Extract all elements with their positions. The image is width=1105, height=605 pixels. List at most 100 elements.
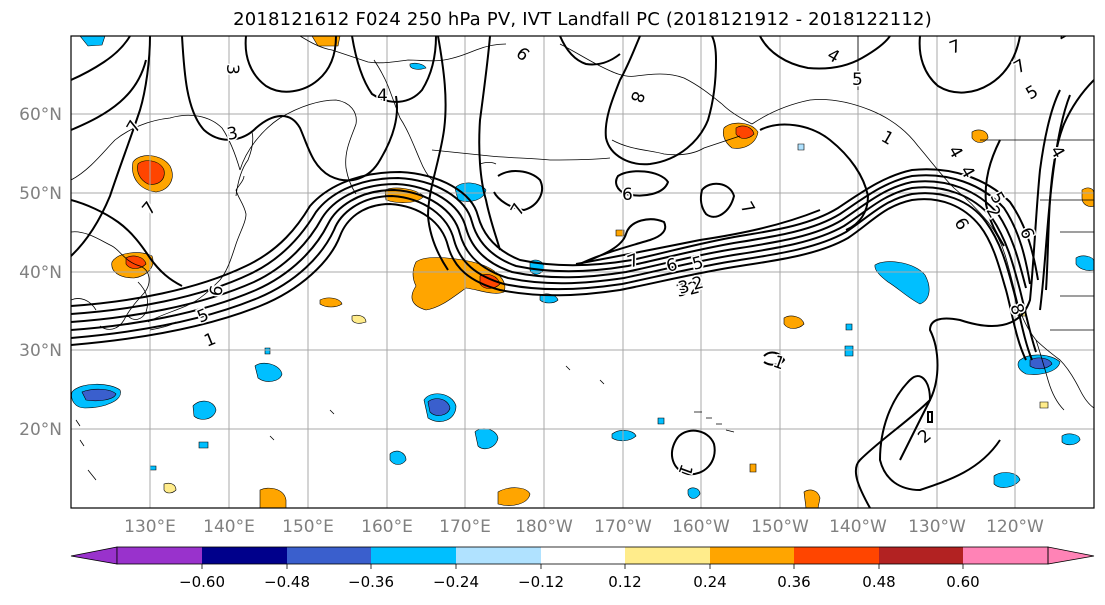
contour-jet-1	[71, 198, 1027, 361]
patch-neg	[611, 430, 637, 442]
pv-anomaly-patches	[71, 36, 1094, 508]
colorbar-swatch	[371, 547, 457, 564]
contour-trough-deep	[927, 411, 933, 423]
patch-neg	[79, 36, 106, 47]
contour-jet-3	[71, 186, 1037, 353]
coast-siberia	[299, 36, 507, 64]
colorbar-tick-label: −0.48	[264, 573, 310, 591]
lat-label: 60°N	[19, 105, 62, 125]
colorbar-extend-high	[1047, 546, 1095, 565]
longitude-labels: 130°E 140°E 150°E 160°E 170°E 180°W 170°…	[124, 517, 1044, 537]
patch-pos	[311, 36, 341, 47]
patch-neg	[427, 398, 451, 416]
colorbar-ticks	[201, 564, 964, 569]
lon-label: 160°E	[361, 517, 413, 537]
colorbar-tick-labels: −0.60 −0.48 −0.36 −0.24 −0.12 0.12 0.24 …	[179, 573, 980, 591]
islands-hawaii	[694, 411, 735, 433]
contour-north-3	[244, 36, 337, 93]
map-title: 2018121612 F024 250 hPa PV, IVT Landfall…	[233, 9, 932, 30]
colorbar-tick-label: −0.12	[518, 573, 564, 591]
contour-north-8	[604, 36, 718, 166]
colorbar-tick-label: 0.36	[777, 573, 810, 591]
contour-north-2	[181, 36, 398, 182]
colorbar-tick-label: 0.48	[862, 573, 895, 591]
colorbar-tick-label: 0.24	[693, 573, 726, 591]
contour-west-2	[71, 59, 147, 131]
contour-closed-3	[699, 182, 736, 218]
patch-pos	[163, 482, 177, 494]
contour-north-6	[478, 36, 501, 251]
contour-north-9	[759, 36, 891, 70]
coast-baja	[1035, 339, 1065, 411]
patch-pos	[615, 229, 625, 237]
contour-jet-6	[71, 168, 1039, 307]
coast-aleutians	[431, 149, 611, 165]
patch-neg	[264, 347, 271, 355]
contour-north-1	[71, 36, 151, 257]
contour-closed-low	[671, 429, 716, 476]
patch-pos	[259, 487, 287, 508]
contour-label: 4	[377, 86, 388, 106]
patch-pos	[971, 129, 989, 143]
contour-west-3	[71, 199, 183, 287]
colorbar-tick-label: 0.60	[946, 573, 979, 591]
contour-labels: 1 2 3 4 5 6 7 8 1 2 3 4 5 6 7 6 7 6 5 3 …	[122, 36, 1074, 480]
colorbar-tick-label: −0.36	[348, 573, 394, 591]
contour-north-5	[426, 36, 449, 271]
patch-neg	[797, 143, 805, 151]
colorbar-swatch	[794, 547, 880, 564]
contour-jet-5	[71, 174, 1031, 315]
colorbar-tick-label: 0.12	[608, 573, 641, 591]
contour-jet-2	[71, 192, 1033, 361]
contour-northeast	[984, 139, 1005, 247]
colorbar-swatch	[625, 547, 711, 564]
patch-neg	[844, 345, 854, 357]
lon-label: 130°E	[124, 517, 176, 537]
patch-neg	[198, 441, 209, 449]
patch-pos	[125, 255, 147, 269]
lon-label: 180°W	[515, 517, 573, 537]
patch-pos	[749, 463, 757, 473]
patch-neg	[389, 450, 407, 465]
colorbar: −0.60 −0.48 −0.36 −0.24 −0.12 0.12 0.24 …	[70, 546, 1095, 591]
contour-west-1	[71, 36, 131, 81]
lon-label: 170°W	[594, 517, 652, 537]
colorbar-swatch	[710, 547, 795, 564]
pv-contours	[71, 36, 1094, 508]
patch-neg	[1061, 433, 1081, 446]
patch-pos	[1039, 401, 1049, 409]
contour-label: 3	[225, 123, 239, 145]
contour-north-4	[351, 36, 437, 103]
lat-label: 50°N	[19, 184, 62, 204]
contour-east-ridge	[1045, 79, 1094, 291]
colorbar-swatch	[202, 547, 287, 564]
coast-sakhalin	[235, 131, 254, 197]
contour-gulf-low	[759, 123, 870, 231]
patch-neg	[845, 323, 853, 331]
patch-pos	[497, 487, 531, 506]
lon-label: 140°E	[203, 517, 255, 537]
contour-label: 6	[206, 284, 228, 298]
patch-neg	[687, 487, 701, 499]
lat-label: 20°N	[19, 420, 62, 440]
patch-pos	[1081, 187, 1094, 207]
latitude-labels: 60°N 50°N 40°N 30°N 20°N	[19, 105, 62, 440]
lat-label: 30°N	[19, 341, 62, 361]
contour-label: 6	[622, 185, 633, 205]
lon-label: 150°W	[751, 517, 809, 537]
patch-neg	[993, 472, 1021, 488]
contour-jet-7	[575, 209, 821, 265]
contour-jet-4	[71, 180, 1027, 323]
islands-pacific	[75, 365, 605, 481]
patch-pos	[803, 489, 821, 508]
patch-pos	[783, 315, 805, 329]
contour-label: 3	[222, 64, 242, 75]
patch-neg	[81, 388, 117, 402]
contour-mid	[579, 218, 667, 265]
contour-hook	[763, 351, 786, 366]
colorbar-swatch	[456, 547, 541, 564]
patch-pos	[137, 160, 165, 185]
map-frame	[70, 35, 1095, 509]
coastlines	[71, 36, 1094, 481]
